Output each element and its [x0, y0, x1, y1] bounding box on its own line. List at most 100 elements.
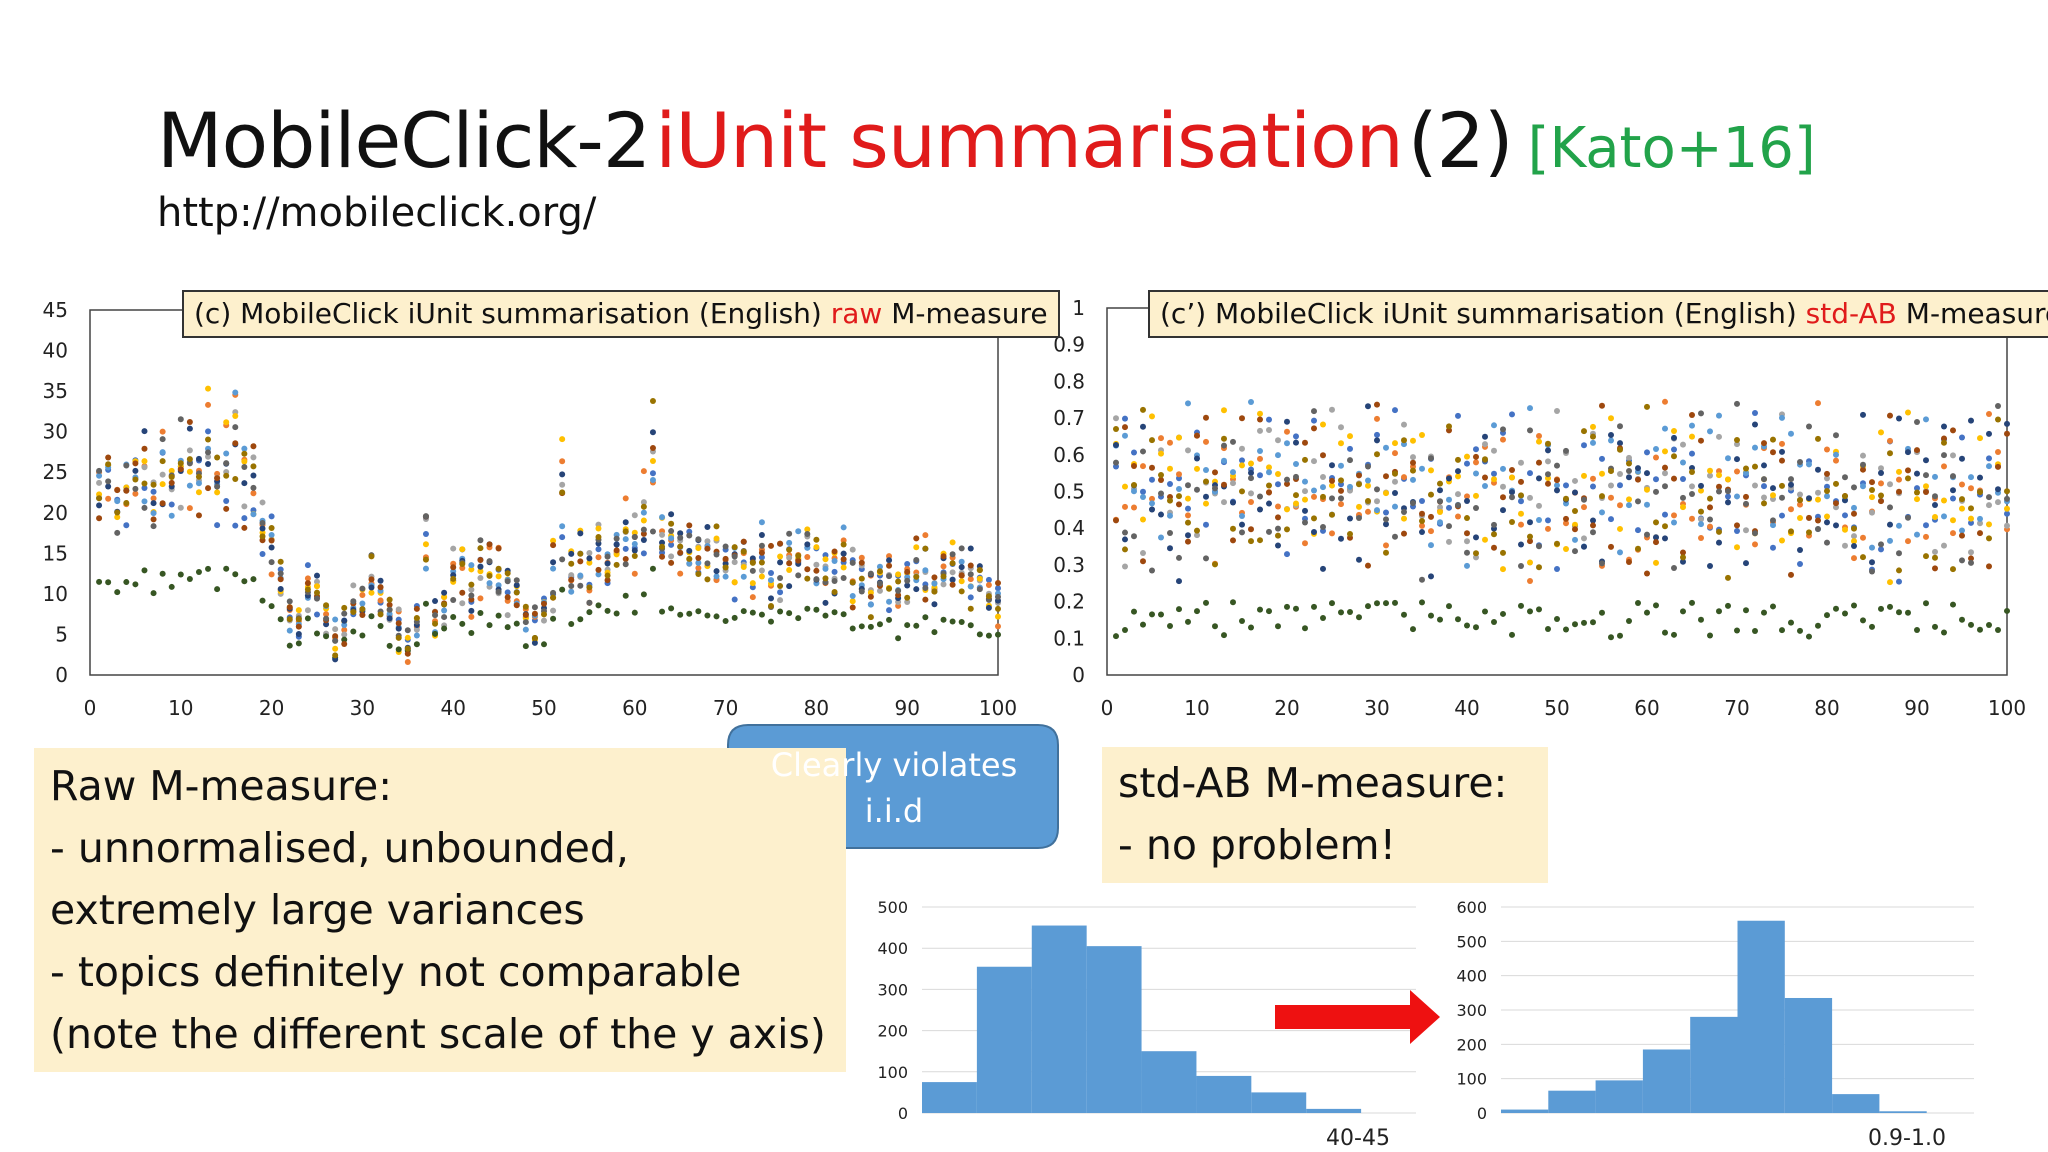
left-scatter-point	[622, 561, 629, 568]
right-y-tick-label: 0.8	[1053, 369, 1085, 393]
right-scatter-point	[1779, 494, 1785, 501]
right-scatter-point	[1941, 439, 1947, 446]
left-scatter-point	[686, 522, 693, 529]
right-scatter-point	[1860, 466, 1866, 473]
right-scatter-point	[1752, 444, 1758, 451]
left-scatter-point	[314, 630, 320, 637]
left-scatter-point	[631, 553, 638, 560]
left-scatter-point	[659, 531, 666, 538]
left-scatter-point	[295, 640, 302, 647]
left-scatter-point	[967, 545, 974, 552]
right-scatter-point	[1887, 579, 1893, 586]
left-scatter-point	[250, 576, 257, 583]
right-scatter-point	[1905, 609, 1911, 616]
left-scatter-point	[822, 565, 829, 572]
left-scatter-point	[468, 562, 475, 569]
left-scatter-point	[913, 622, 920, 629]
right-scatter-point	[1131, 533, 1137, 540]
right-scatter-point	[1626, 454, 1632, 461]
right-scatter-point	[1725, 455, 1731, 462]
left-scatter-point	[777, 608, 784, 615]
right-scatter-point	[1446, 475, 1452, 482]
left-scatter-point	[568, 550, 575, 557]
right-scatter-point	[1248, 469, 1254, 476]
left-scatter-point	[922, 532, 929, 539]
right-scatter-point	[1122, 432, 1128, 439]
left-scatter-point	[341, 610, 348, 617]
left-scatter-point	[195, 489, 202, 496]
right-scatter-point	[1572, 489, 1578, 496]
hist2-bar	[1690, 1016, 1738, 1113]
right-scatter-point	[1203, 466, 1209, 473]
right-scatter-point	[1203, 521, 1209, 528]
left-scatter-point	[205, 428, 212, 435]
right-scatter-point	[1599, 402, 1605, 409]
right-scatter-point	[1302, 478, 1308, 485]
left-scatter-point	[377, 584, 384, 591]
right-scatter-point	[1401, 508, 1407, 515]
right-scatter-point	[1518, 541, 1524, 548]
right-scatter-point	[1635, 476, 1641, 483]
right-scatter-point	[1401, 421, 1407, 428]
left-scatter-point	[205, 436, 212, 443]
left-scatter-point	[404, 645, 411, 652]
right-scatter-point	[1743, 465, 1749, 472]
left-scatter-point	[668, 535, 675, 542]
left-scatter-point	[522, 626, 529, 633]
left-scatter-point	[577, 558, 584, 565]
right-scatter-point	[1239, 521, 1245, 528]
left-scatter-point	[386, 606, 393, 613]
left-scatter-point	[858, 554, 865, 561]
right-scatter-point	[1923, 600, 1929, 607]
left-scatter-point	[595, 525, 602, 532]
right-y-tick-label: 0.1	[1053, 626, 1085, 650]
left-scatter-point	[522, 643, 529, 650]
right-scatter-point	[1950, 473, 1956, 480]
hist2-y-tick-label: 600	[1456, 898, 1487, 917]
left-scatter-point	[577, 550, 584, 557]
right-scatter-point	[1167, 529, 1173, 536]
right-scatter-point	[1419, 498, 1425, 505]
hist1-y-tick-label: 300	[877, 980, 908, 999]
right-scatter-point	[1302, 456, 1308, 463]
left-scatter-point	[849, 559, 856, 566]
right-scatter-point	[1761, 494, 1767, 501]
right-scatter-point	[1185, 400, 1191, 407]
right-scatter-point	[1167, 465, 1173, 472]
right-scatter-point	[1869, 509, 1875, 516]
left-scatter-point	[686, 610, 693, 617]
left-scatter-point	[96, 495, 103, 502]
right-scatter-point	[1851, 602, 1857, 609]
right-scatter-point	[1401, 515, 1407, 522]
left-scatter-point	[713, 573, 720, 580]
right-scatter-point	[1473, 492, 1479, 499]
right-scatter-point	[1284, 418, 1290, 425]
left-scatter-point	[995, 631, 1001, 638]
left-scatter-point	[867, 570, 874, 577]
left-scatter-point	[604, 553, 611, 560]
right-scatter-point	[1311, 408, 1317, 415]
right-scatter-point	[1680, 608, 1686, 615]
left-scatter-point	[241, 524, 248, 531]
left-scatter-point	[713, 535, 720, 542]
right-chart-title-suffix: M-measure	[1905, 297, 2048, 330]
right-scatter-point	[1500, 507, 1506, 514]
right-scatter-point	[1419, 576, 1425, 583]
right-scatter-point	[1230, 469, 1236, 476]
right-scatter-point	[1734, 493, 1740, 500]
right-scatter-point	[1257, 537, 1263, 544]
right-scatter-point	[1500, 610, 1506, 617]
left-scatter-point	[132, 581, 139, 588]
right-scatter-point	[1248, 498, 1254, 505]
right-scatter-point	[1185, 482, 1191, 489]
right-scatter-point	[1815, 622, 1821, 629]
right-scatter-point	[1815, 435, 1821, 442]
left-scatter-point	[604, 560, 611, 567]
right-scatter-point	[1887, 537, 1893, 544]
left-scatter-point	[559, 586, 566, 593]
right-scatter-point	[1959, 455, 1965, 462]
right-scatter-point	[1140, 550, 1146, 557]
left-scatter-point	[259, 597, 266, 604]
left-scatter-point	[286, 616, 293, 623]
left-scatter-point	[895, 578, 902, 585]
